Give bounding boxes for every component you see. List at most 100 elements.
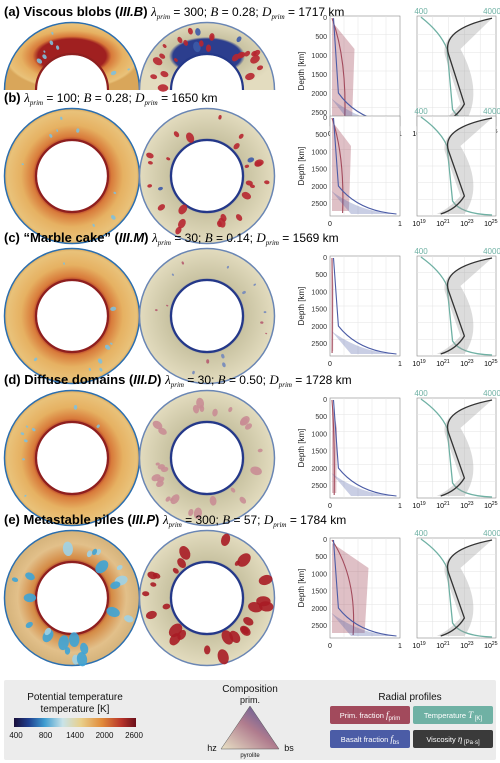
visc-tick: 1023 (460, 501, 474, 510)
regime-code: III.D (133, 372, 157, 387)
temperature-annulus (3, 389, 141, 527)
cold-slab (113, 191, 117, 194)
visc-tick: 1025 (484, 501, 498, 510)
B-value: = 57; (230, 513, 264, 527)
cold-slab (22, 458, 25, 461)
viscosity-band (436, 118, 493, 214)
composition-blob (253, 49, 261, 57)
temperature-annulus (3, 247, 141, 385)
cold-slab (58, 635, 69, 651)
legend-text: Basalt fraction (341, 735, 391, 744)
cold-slab (110, 306, 117, 311)
surface-rim (138, 529, 276, 667)
composition-blob (221, 353, 225, 359)
visc-base: 10 (484, 361, 492, 368)
visc-base: 10 (412, 643, 420, 650)
composition-blob (174, 58, 178, 62)
composition-blob (206, 359, 210, 364)
colorbar-tick: 1400 (66, 731, 84, 740)
composition-blob (178, 204, 188, 215)
legend-symbol: f (386, 710, 390, 720)
composition-blob (244, 423, 253, 430)
visc-exp: 23 (468, 219, 474, 225)
temp-tick: 400 (414, 7, 428, 16)
composition-blob (258, 574, 273, 586)
cold-slab (31, 427, 36, 432)
composition-blob (236, 36, 242, 43)
composition-blob (156, 480, 164, 488)
composition-blob (212, 408, 218, 417)
visc-exp: 23 (468, 359, 474, 365)
depth-tick: 1000 (311, 571, 327, 578)
visc-tick: 1023 (460, 219, 474, 228)
regime-code: III.B (119, 4, 143, 19)
visc-tick: 1019 (412, 359, 426, 368)
colorbar-tick: 800 (39, 731, 53, 740)
visc-tick: 1025 (484, 641, 498, 650)
legend-entry: Viscosity η [Pa·s] (413, 730, 493, 748)
composition-blob (166, 304, 169, 307)
lambda-sub: prim (168, 521, 182, 529)
composition-blob (147, 161, 153, 165)
cold-slab (92, 223, 95, 227)
legend-symbol: η (458, 734, 463, 744)
temp-tick: 400 (414, 529, 428, 538)
regime-name: Diffuse domains ( (24, 372, 134, 387)
composition-blob (195, 28, 201, 36)
composition-blob (185, 132, 195, 143)
cold-slab (68, 632, 80, 647)
composition-blob (250, 466, 262, 476)
composition-blob (233, 143, 240, 150)
cold-slab (11, 577, 19, 583)
temperature-line (420, 256, 493, 356)
visc-tick: 1025 (484, 359, 498, 368)
lambda-symbol: λ (151, 230, 158, 245)
panel-b: (b) λprim = 100; B = 0.28; Dprim = 1650 … (3, 90, 500, 245)
thermal-curves (420, 116, 493, 216)
composition-blob (154, 309, 158, 312)
composition-blob (240, 416, 250, 426)
composition-blob (152, 57, 163, 66)
composition-curves (331, 539, 397, 637)
visc-base: 10 (460, 643, 468, 650)
composition-blob (165, 496, 171, 502)
B-value: = 0.14; (213, 231, 257, 245)
legend-text: Viscosity (426, 735, 458, 744)
D-sub: prim (144, 99, 158, 107)
thermal-profile-plot (416, 397, 497, 499)
comp-tick: 0 (328, 361, 332, 368)
temperature-annulus (3, 107, 141, 245)
composition-annulus (138, 21, 276, 92)
composition-blob (170, 497, 174, 502)
composition-blob (196, 397, 205, 409)
composition-blob (244, 164, 250, 168)
regime-close: ) (143, 4, 151, 19)
cmb-rim (169, 420, 245, 496)
lambda-value: = 300; (182, 513, 222, 527)
composition-blob (218, 115, 222, 120)
depth-tick: 1500 (311, 449, 327, 456)
cmb-rim (34, 278, 110, 354)
composition-blob (150, 582, 157, 587)
composition-blob (237, 51, 244, 59)
visc-exp: 25 (492, 359, 498, 365)
temperature-line (420, 398, 493, 498)
visc-base: 10 (412, 131, 420, 138)
viscosity-band (436, 18, 493, 124)
temperature-line (420, 116, 493, 216)
composition-blob (204, 645, 211, 655)
thermal-curves (420, 538, 493, 638)
cold-slab (116, 564, 123, 571)
composition-blob (217, 649, 229, 665)
surface-rim (138, 247, 276, 385)
depth-tick: 2000 (311, 466, 327, 473)
cold-slab (86, 550, 93, 558)
legend-swatch (330, 730, 410, 748)
composition-blob (192, 370, 195, 375)
cold-slab (110, 70, 117, 76)
composition-blob (193, 507, 202, 520)
cold-slab (110, 215, 116, 220)
depth-tick: 1500 (311, 589, 327, 596)
